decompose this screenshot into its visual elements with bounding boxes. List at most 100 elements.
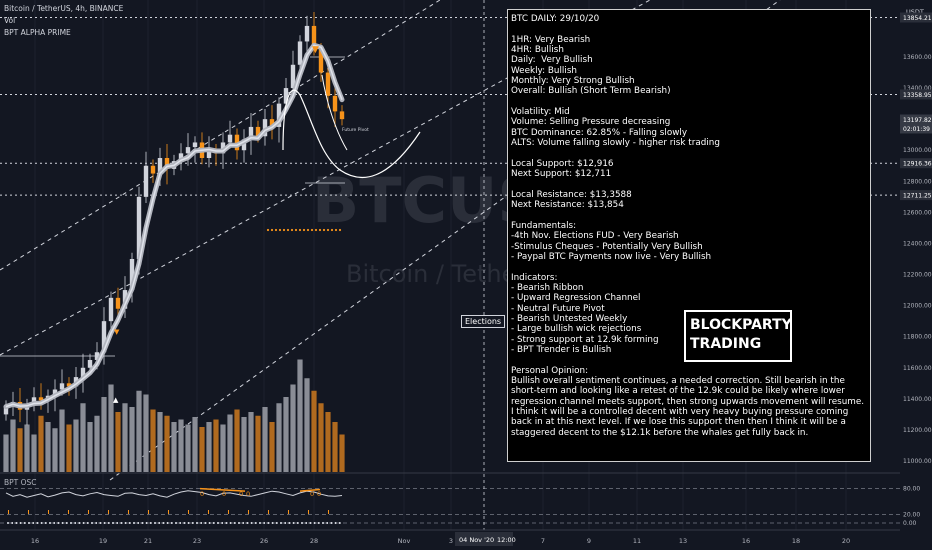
volume-bar: [150, 409, 156, 472]
osc-dot: [82, 522, 85, 524]
osc-dot: [74, 522, 77, 524]
candle-body: [136, 196, 142, 259]
candle-body: [276, 103, 282, 127]
indicator-legend[interactable]: BPT ALPHA PRIME: [4, 28, 71, 37]
oscillator-legend[interactable]: BPT OSC: [4, 478, 37, 487]
candle-body: [178, 153, 184, 162]
osc-dot: [128, 522, 131, 524]
osc-dot: [23, 522, 26, 524]
osc-dot: [53, 522, 56, 524]
time-tick: 3: [449, 537, 453, 545]
osc-tick: [228, 510, 229, 514]
candle-body: [241, 139, 247, 151]
osc-dot: [196, 522, 198, 524]
volume-bar: [3, 434, 9, 472]
osc-dot: [301, 522, 303, 524]
analysis-title: BTC DAILY: 29/10/20: [511, 14, 600, 24]
volume-bar: [10, 419, 16, 472]
candle-body: [66, 383, 72, 387]
osc-dot: [263, 522, 266, 524]
fundamental-item: -4th Nov. Elections FUD - Very Bearish: [511, 231, 679, 242]
osc-zero-mark: 0: [246, 490, 250, 498]
volume-bar: [304, 378, 310, 472]
price-tag-background: [900, 12, 932, 23]
current-time-label: 12:00: [497, 536, 516, 544]
projected-path: ▼ ▼ ▲: [113, 45, 421, 404]
volume-bar: [38, 415, 44, 472]
price-tag: 12916.36: [903, 161, 932, 168]
timeframe-daily: Daily: Very Bullish: [511, 55, 593, 66]
timeframe-list: 1HR: Very Bearish 4HR: Bullish Daily: Ve…: [511, 35, 867, 97]
support-dot: [274, 228, 278, 232]
osc-zero-mark: 0: [310, 490, 314, 498]
volume-bar: [73, 419, 79, 472]
osc-zero-mark: 0: [200, 490, 204, 498]
osc-dot: [44, 522, 47, 524]
price-tick: 12400.00: [903, 240, 932, 247]
indicator-item: - Large bullish wick rejections: [511, 324, 642, 335]
volume-bar: [311, 390, 317, 472]
volume-bar: [157, 412, 163, 472]
ribbon-line: [5, 44, 343, 408]
osc-dot: [317, 522, 320, 524]
time-tick: 20: [842, 537, 850, 545]
candle-body: [269, 119, 275, 127]
support-dot: [266, 228, 270, 232]
osc-dot: [259, 522, 261, 524]
support-dot: [278, 228, 282, 232]
symbol-title[interactable]: Bitcoin / TetherUS, 4h, BINANCE: [4, 4, 124, 13]
osc-dot: [183, 522, 186, 524]
market-list: Volatility: Mid Volume: Selling Pressure…: [511, 107, 867, 148]
osc-dot: [103, 522, 106, 524]
elections-label[interactable]: Elections: [461, 315, 506, 328]
market-volume: Volume: Selling Pressure decreasing: [511, 117, 671, 128]
volume-bar: [283, 397, 289, 472]
osc-dot: [267, 522, 270, 524]
volume-bar: [213, 419, 219, 472]
candle-body: [192, 142, 198, 148]
osc-tick: [48, 510, 49, 514]
osc-dot: [158, 522, 161, 524]
volume-bar: [59, 409, 65, 472]
support-dot: [270, 228, 274, 232]
price-axis: USDT 13600.00 13400.00 13000.00 12800.00 1260…: [900, 0, 932, 550]
volume-bar: [101, 397, 107, 472]
price-tag-background: [900, 114, 932, 125]
support-dot: [294, 228, 298, 232]
volume-bar: [164, 415, 170, 472]
time-tick: 16: [31, 537, 39, 545]
osc-dot: [86, 522, 89, 524]
time-tick: 19: [99, 537, 107, 545]
local-support: Local Support: $12,916: [511, 158, 614, 169]
time-tick: Nov: [398, 537, 411, 545]
candle-body: [283, 88, 289, 104]
support-dot: [306, 228, 310, 232]
volume-bar: [234, 409, 240, 472]
osc-tick: [328, 510, 329, 514]
osc-zero-mark: 0: [222, 490, 226, 498]
osc-dot: [32, 522, 35, 524]
market-alts: ALTS: Volume falling slowly - higher ris…: [511, 138, 720, 149]
time-tick: 11: [633, 537, 641, 545]
osc-dot: [221, 522, 224, 524]
osc-tick-label: 20.00: [903, 511, 920, 518]
osc-dot: [334, 522, 337, 524]
fundamental-item: - Paypal BTC Payments now live - Very Bu…: [511, 251, 712, 262]
support-dot: [282, 228, 286, 232]
candle-body: [227, 134, 233, 143]
osc-zero-mark: 0: [239, 490, 243, 498]
osc-dot: [292, 522, 295, 524]
candle-body: [304, 25, 310, 42]
osc-dot: [116, 522, 119, 524]
osc-dot: [61, 522, 64, 524]
osc-dot: [271, 522, 274, 524]
indicators-heading: Indicators:: [511, 272, 558, 283]
price-tag-background: [900, 89, 932, 100]
support-dot: [290, 228, 294, 232]
osc-tick: [148, 510, 149, 514]
price-tick: 12600.00: [903, 209, 932, 216]
volume-legend[interactable]: Vol: [4, 16, 16, 25]
osc-dot: [250, 522, 253, 524]
candle-body: [255, 126, 261, 137]
osc-dot: [246, 522, 249, 524]
